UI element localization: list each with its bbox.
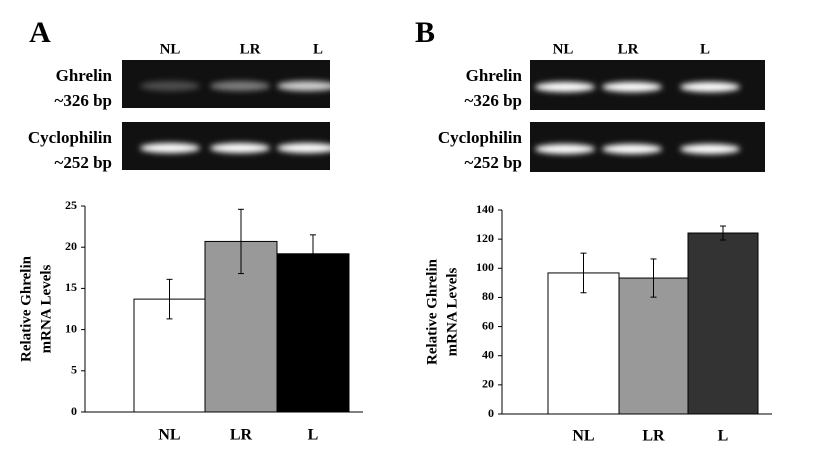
bar [547,272,620,415]
y-axis-label: mRNA Levels [38,264,54,353]
lane-label: NL [553,41,574,57]
gel-band [602,144,662,154]
y-tick-label: 120 [476,231,494,245]
band-size: ~326 bp [55,91,113,110]
x-tick-label: L [718,428,729,445]
y-tick-label: 0 [71,404,77,418]
gel-band [277,143,337,153]
gel-band [140,81,200,91]
y-axis-label: Relative Ghrelin [18,255,34,362]
y-tick-label: 100 [476,260,494,274]
bar [687,232,759,415]
lane-label: L [700,41,710,57]
lane-label: LR [618,41,639,57]
x-tick-label: LR [230,427,253,444]
y-tick-label: 5 [71,363,77,377]
x-tick-label: LR [642,428,665,445]
gel-band [602,82,662,92]
band-name: Cyclophilin [438,128,523,147]
gel-band [535,144,595,154]
band-size: ~326 bp [465,91,523,110]
band-name: Ghrelin [466,66,523,85]
lane-label: LR [240,41,261,57]
lane-label: L [313,41,323,57]
y-tick-label: 10 [65,321,77,335]
x-tick-label: NL [572,428,594,445]
y-axis-label: mRNA Levels [444,267,460,356]
band-name: Ghrelin [56,66,113,85]
gel-band [140,143,200,153]
bar [276,253,350,413]
panel-label: B [415,16,435,49]
x-tick-label: L [308,427,319,444]
y-tick-label: 20 [482,377,494,391]
y-tick-label: 80 [482,289,494,303]
x-tick-label: NL [158,427,180,444]
y-tick-label: 25 [65,198,77,212]
gel-band [277,81,337,91]
gel-band [535,82,595,92]
band-name: Cyclophilin [28,128,113,147]
y-tick-label: 40 [482,347,494,361]
y-axis-label: Relative Ghrelin [424,258,440,365]
panel-label: A [29,16,51,49]
band-size: ~252 bp [465,153,523,172]
y-tick-label: 140 [476,202,494,216]
bar [618,277,689,415]
gel-band [210,143,270,153]
y-tick-label: 15 [65,280,77,294]
gel-band [680,144,740,154]
band-size: ~252 bp [55,153,113,172]
y-tick-label: 60 [482,318,494,332]
gel-band [680,82,740,92]
lane-label: NL [160,41,181,57]
y-tick-label: 20 [65,239,77,253]
gel-band [210,81,270,91]
y-tick-label: 0 [488,406,494,420]
